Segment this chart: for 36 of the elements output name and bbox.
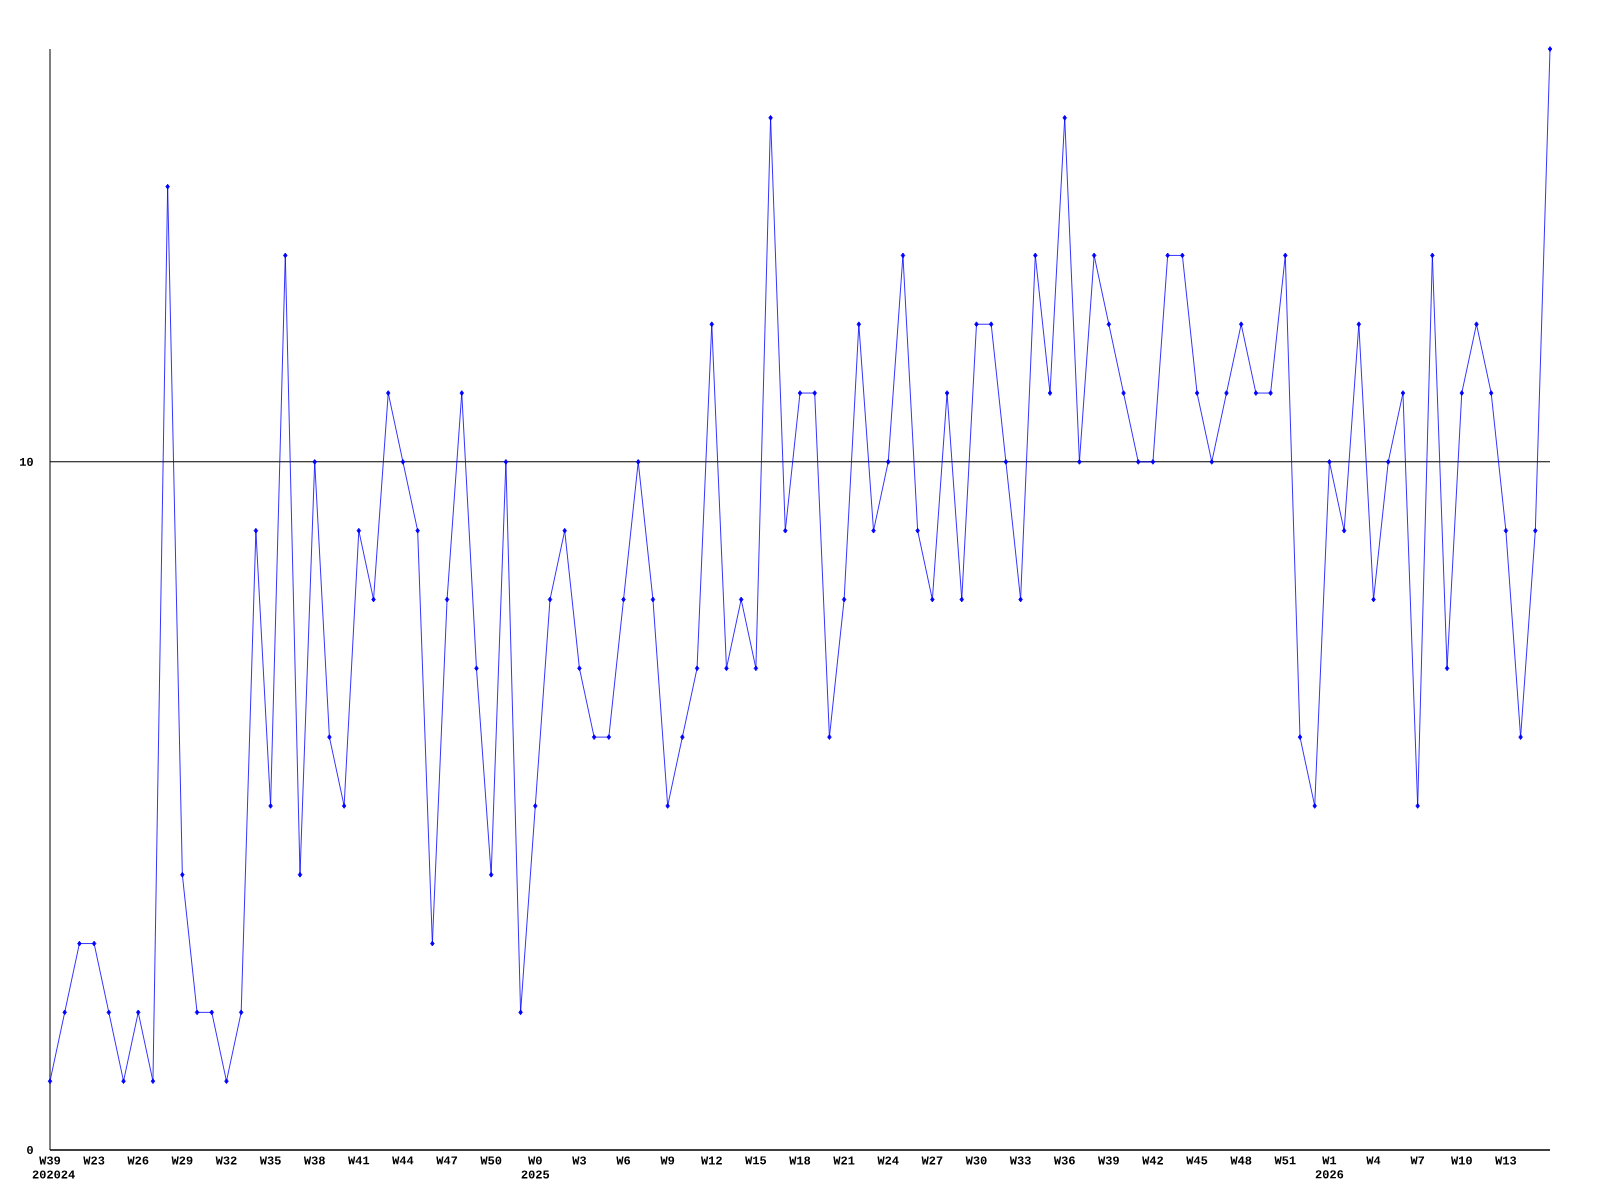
x-tick-label: W29 (171, 1156, 193, 1165)
x-tick-label: W30 (965, 1156, 987, 1165)
y-tick-label: 10 (20, 457, 33, 466)
x-tick-label: W39 (1098, 1156, 1119, 1165)
x-tick-label: W32 (215, 1156, 237, 1165)
x-tick-label: W18 (789, 1156, 811, 1165)
x-tick-label: W23 (83, 1156, 105, 1165)
x-tick-label: W9 (660, 1156, 675, 1165)
x-tick-label: W13 (1495, 1156, 1517, 1165)
x-tick-label: W15 (745, 1156, 767, 1165)
x-tick-label: W45 (1186, 1156, 1208, 1165)
x-tick-label: W50 (480, 1156, 502, 1165)
x-tick-label: W24 (877, 1156, 899, 1165)
x-tick-label: W12 (700, 1156, 722, 1165)
x-tick-label: W3 (572, 1156, 587, 1165)
x-tick-label: W26 (127, 1156, 149, 1165)
x-tick-label: W7 (1410, 1156, 1425, 1165)
x-tick-label: W44 (392, 1156, 414, 1165)
x-tick-label: W21 (833, 1156, 855, 1165)
x-tick-label: W39 202024 (32, 1156, 75, 1179)
x-tick-label: W35 (259, 1156, 281, 1165)
x-tick-label: W1 2026 (1315, 1156, 1344, 1179)
x-tick-label: W6 (616, 1156, 631, 1165)
x-tick-label: W42 (1142, 1156, 1164, 1165)
x-tick-label: W47 (436, 1156, 458, 1165)
x-tick-label: W33 (1009, 1156, 1031, 1165)
x-tick-label: W27 (921, 1156, 943, 1165)
x-tick-label: W36 (1053, 1156, 1075, 1165)
x-tick-label: W41 (348, 1156, 370, 1165)
x-tick-label: W10 (1450, 1156, 1472, 1165)
x-tick-label: W48 (1230, 1156, 1252, 1165)
x-tick-label: W4 (1366, 1156, 1381, 1165)
y-tick-label: 0 (27, 1145, 33, 1155)
x-tick-label: W51 (1274, 1156, 1296, 1165)
x-tick-label: W38 (303, 1156, 325, 1165)
x-tick-label: W0 2025 (521, 1156, 550, 1179)
